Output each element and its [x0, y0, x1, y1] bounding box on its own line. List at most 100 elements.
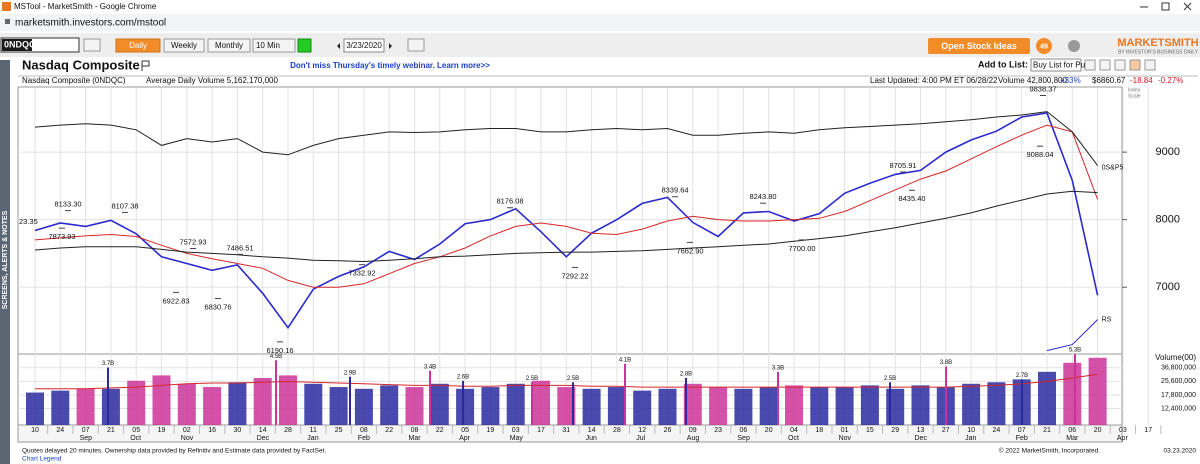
- peak-label: 7700.00: [788, 244, 815, 253]
- tool-icon[interactable]: [1144, 59, 1156, 71]
- volume-peak-label: 4.1B: [619, 357, 631, 363]
- side-tab-label[interactable]: SCREENS, ALERTS & NOTES: [2, 210, 9, 309]
- x-tick-label: 25: [335, 427, 343, 434]
- volume-peak-label: 2.7B: [1016, 373, 1028, 379]
- daily-button[interactable]: [115, 38, 161, 53]
- settings-gear[interactable]: [1068, 40, 1080, 52]
- intraday-button[interactable]: [252, 38, 296, 53]
- volume-bar: [127, 380, 146, 425]
- volume-bar: [430, 383, 449, 425]
- month-label: Feb: [1016, 435, 1028, 442]
- rs-label: RS: [1102, 316, 1112, 323]
- indicator-line: [34, 190, 1098, 263]
- volume-bar: [1063, 362, 1082, 425]
- volume-bar: [152, 375, 171, 425]
- tool-icon[interactable]: [1114, 59, 1126, 71]
- volume-bar: [810, 387, 829, 425]
- symbol[interactable]: 0NDQC: [4, 39, 36, 49]
- peak-label: 8435.40: [898, 194, 925, 203]
- x-tick-label: 26: [664, 427, 672, 434]
- month-label: Oct: [130, 435, 141, 442]
- volume-bar: [506, 383, 525, 425]
- y-tick-label: 8000: [1156, 214, 1180, 226]
- month-label: Jul: [636, 435, 645, 442]
- badge[interactable]: [1036, 38, 1052, 54]
- x-tick-label: 02: [183, 427, 191, 434]
- x-tick-label: 22: [436, 427, 444, 434]
- promo[interactable]: Don't miss Thursday's timely webinar. Le…: [290, 61, 490, 70]
- monthly-label[interactable]: Monthly: [215, 41, 243, 50]
- list-name[interactable]: Buy List for Pu...: [1033, 61, 1092, 70]
- tool-icon[interactable]: [1084, 59, 1096, 71]
- volume-bar: [253, 378, 272, 425]
- tool-icon[interactable]: [1129, 59, 1141, 71]
- volume-peak-label: 2.8B: [680, 372, 692, 378]
- month-label: Feb: [358, 435, 370, 442]
- volume-peak-label: 3.8B: [940, 360, 952, 366]
- x-tick-label: 05: [132, 427, 140, 434]
- volume-bar: [987, 382, 1006, 425]
- date[interactable]: 3/23/2020: [346, 41, 382, 50]
- side-tab[interactable]: [0, 60, 10, 464]
- volume-bar: [633, 390, 652, 425]
- x-tick-label: 12: [638, 427, 646, 434]
- month-label: Oct: [788, 435, 799, 442]
- peak-label: 6830.76: [204, 303, 231, 312]
- x-tick-label: 24: [56, 427, 64, 434]
- volume-bar: [26, 392, 44, 425]
- volume-bar: [886, 388, 905, 425]
- app-icon: [2, 2, 11, 11]
- flag-icon[interactable]: [141, 60, 150, 71]
- footer-date: 03.23.2020: [1163, 448, 1196, 455]
- add-to-list: Add to List:: [978, 59, 1028, 69]
- x-tick-label: 08: [360, 427, 368, 434]
- badge-count[interactable]: 49: [1040, 43, 1048, 50]
- date-dropdown[interactable]: [407, 38, 425, 52]
- month-label: Dec: [257, 435, 270, 442]
- peak-label: 6190.16: [266, 346, 293, 355]
- chart-legend-link[interactable]: Chart Legend: [22, 456, 62, 463]
- maximize[interactable]: [1161, 2, 1170, 11]
- monthly-button[interactable]: [207, 38, 251, 53]
- volume-peak-label: 4.5B: [270, 354, 282, 360]
- volume-bar: [279, 375, 297, 425]
- volume-change: +33%: [1060, 76, 1081, 85]
- volume-bar: [1088, 357, 1107, 425]
- volume-peak-label: 2.5B: [526, 376, 538, 382]
- ideas-label[interactable]: Open Stock Ideas: [941, 41, 1017, 51]
- close[interactable]: [1183, 2, 1192, 11]
- ideas-button[interactable]: [928, 38, 1030, 54]
- volume-bar: [785, 385, 803, 425]
- volume-tick-label: 12,400,000: [1161, 405, 1196, 412]
- volume-peak-label: 3.4B: [424, 364, 436, 370]
- x-tick-label: 08: [411, 427, 419, 434]
- x-tick-label: 19: [158, 427, 166, 434]
- month-label: Aug: [687, 435, 700, 442]
- x-tick-label: 23: [714, 427, 722, 434]
- tool-icon[interactable]: [1099, 59, 1111, 71]
- volume: Volume 42,800,800: [998, 76, 1067, 85]
- date-input[interactable]: [343, 38, 385, 53]
- list-select[interactable]: [1030, 58, 1082, 72]
- status-square[interactable]: [297, 38, 312, 53]
- weekly-button[interactable]: [163, 38, 205, 53]
- price-line: [34, 112, 1099, 330]
- peak-label: 9088.04: [1026, 150, 1053, 159]
- volume-tick-label: 25,600,000: [1161, 378, 1196, 385]
- peak-label: 6922.83: [162, 296, 189, 305]
- volume-bar: [51, 390, 70, 425]
- x-tick-label: 03: [1119, 427, 1127, 434]
- url[interactable]: marketsmith.investors.com/mstool: [15, 18, 166, 29]
- volume-peak-label: 2.5B: [884, 376, 896, 382]
- month-label: May: [510, 435, 524, 442]
- volume-bar: [456, 388, 475, 425]
- symbol-dropdown[interactable]: [83, 38, 101, 52]
- daily-label[interactable]: Daily: [129, 41, 147, 50]
- avg-volume: Average Daily Volume 5,162,170,000: [146, 76, 278, 85]
- indicator-line: [34, 111, 1098, 166]
- month-label: Jun: [586, 435, 597, 442]
- x-tick-label: 01: [841, 427, 849, 434]
- weekly-label[interactable]: Weekly: [171, 41, 197, 50]
- intraday-label[interactable]: 10 Min: [256, 41, 280, 50]
